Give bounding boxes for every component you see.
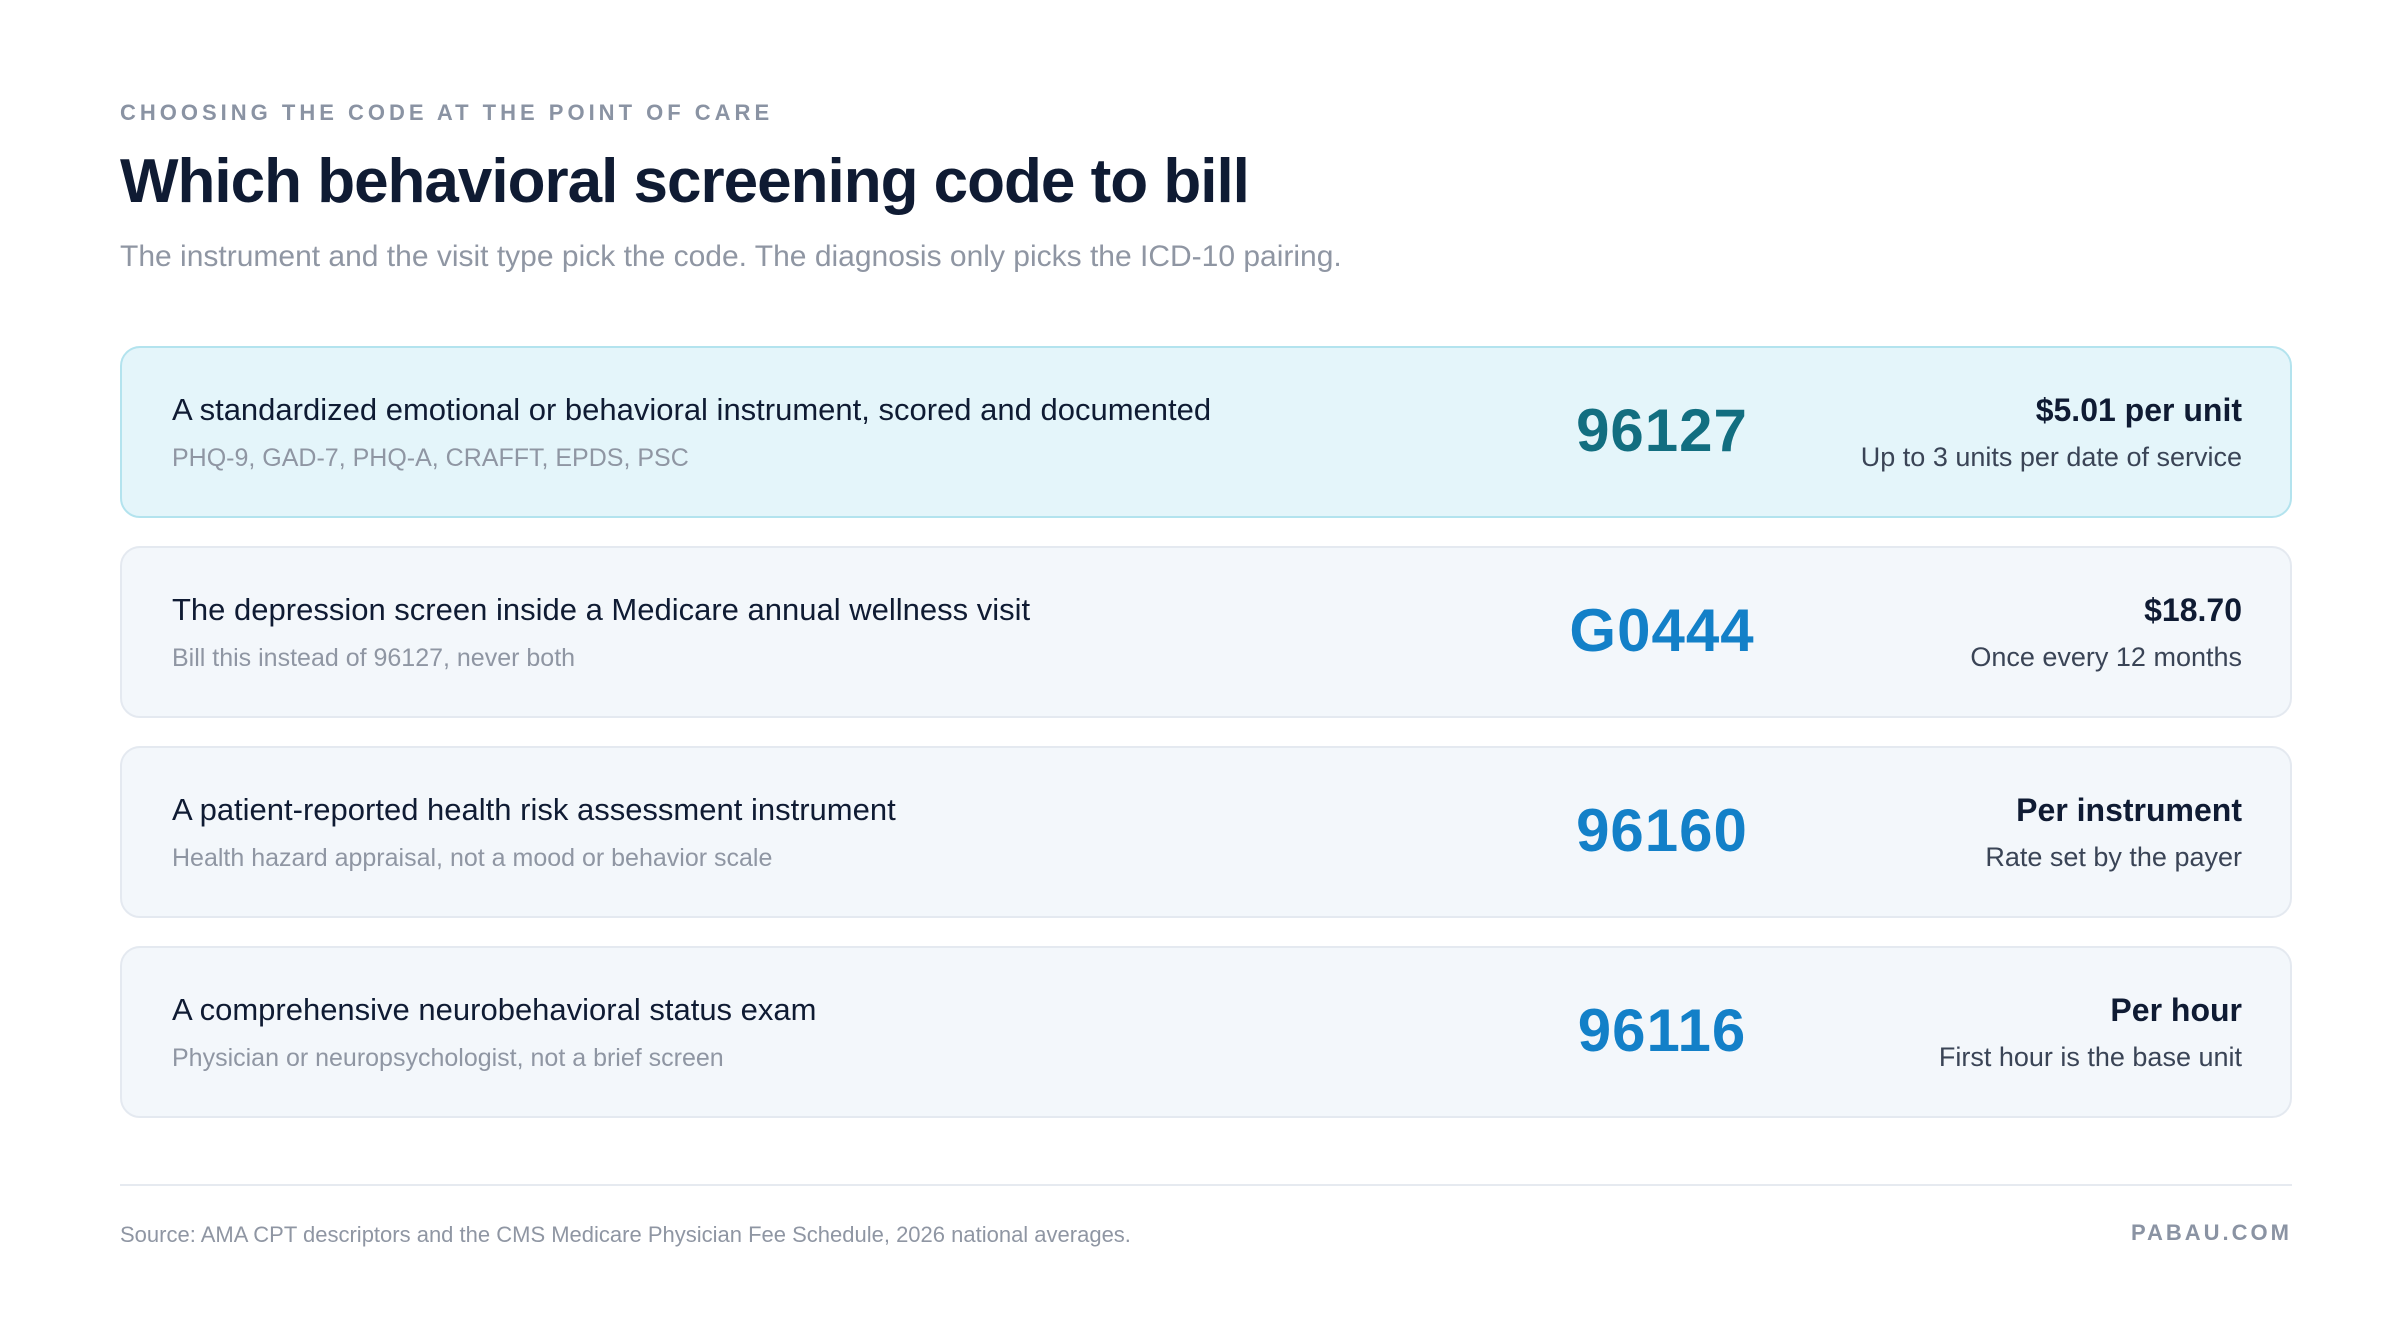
row-description: A standardized emotional or behavioral i… [172,392,1212,427]
rate-note: Once every 12 months [1970,642,2242,672]
page: CHOOSING THE CODE AT THE POINT OF CARE W… [120,0,2292,1342]
eyebrow: CHOOSING THE CODE AT THE POINT OF CARE [120,100,774,125]
row-note: Physician or neuropsychologist, not a br… [172,1044,724,1072]
rate-note: First hour is the base unit [1938,1042,2242,1072]
row-note: PHQ-9, GAD-7, PHQ-A, CRAFFT, EPDS, PSC [172,444,689,472]
rate: Per instrument [2016,792,2242,828]
code-row-96116: A comprehensive neurobehavioral status e… [120,946,2292,1118]
billing-code: 96160 [1576,797,1748,864]
rate-note: Up to 3 units per date of service [1860,442,2242,472]
brand-link[interactable]: PABAU.COM [2130,1220,2292,1245]
row-note: Health hazard appraisal, not a mood or b… [172,844,773,872]
rate: Per hour [2110,992,2242,1028]
code-list: A standardized emotional or behavioral i… [120,346,2292,1146]
code-row-96127: A standardized emotional or behavioral i… [120,346,2292,518]
page-subtitle: The instrument and the visit type pick t… [120,240,1342,273]
page-title: Which behavioral screening code to bill [120,147,1250,216]
row-description: A patient-reported health risk assessmen… [172,792,896,827]
billing-code: 96116 [1577,997,1747,1064]
row-description: A comprehensive neurobehavioral status e… [172,992,817,1027]
billing-code: 96127 [1576,397,1748,464]
rate: $5.01 per unit [2035,392,2242,428]
row-description: The depression screen inside a Medicare … [172,592,1031,627]
code-row-g0444: The depression screen inside a Medicare … [120,546,2292,718]
row-note: Bill this instead of 96127, never both [172,644,576,672]
billing-code: G0444 [1569,597,1755,664]
code-row-96160: A patient-reported health risk assessmen… [120,746,2292,918]
rate: $18.70 [2144,592,2242,628]
source-note: Source: AMA CPT descriptors and the CMS … [120,1222,1131,1247]
rate-note: Rate set by the payer [1985,842,2242,872]
footer-divider [120,1184,2292,1186]
